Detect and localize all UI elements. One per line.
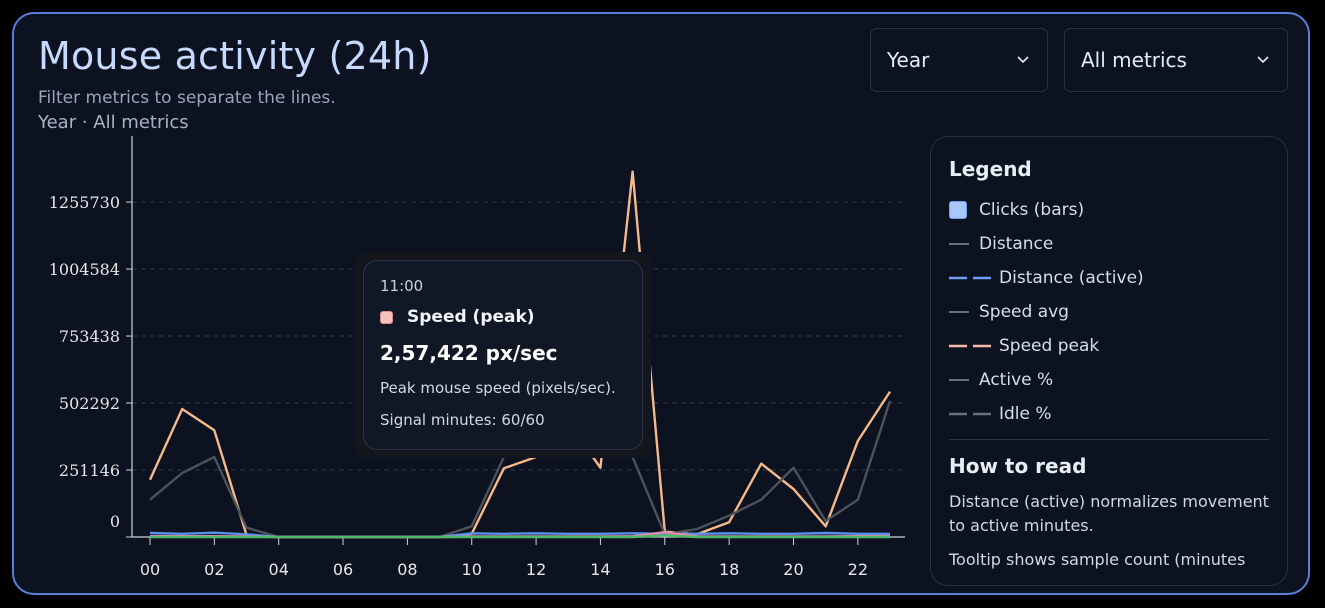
legend-item-clicks[interactable]: Clicks (bars) (949, 193, 1269, 227)
x-tick-label: 10 (462, 560, 482, 579)
filter-summary: Year · All metrics (38, 112, 189, 133)
legend-item-distance-active[interactable]: Distance (active) (949, 261, 1269, 295)
y-tick-label: 1004584 (49, 260, 120, 279)
x-tick-label: 00 (140, 560, 160, 579)
x-tick-label: 08 (397, 560, 417, 579)
x-tick-label: 22 (848, 560, 868, 579)
mouse-activity-card: Mouse activity (24h) Filter metrics to s… (12, 12, 1310, 595)
tooltip-value: 2,57,422 px/sec (380, 341, 558, 365)
dashed-line-icon (949, 276, 991, 280)
page-title: Mouse activity (24h) (38, 34, 432, 78)
chart-tooltip: 11:00 Speed (peak) 2,57,422 px/sec Peak … (355, 252, 651, 458)
metric-select[interactable]: All metrics (1064, 28, 1288, 92)
dashed-line-icon (949, 344, 991, 348)
legend-item-distance[interactable]: Distance (949, 227, 1269, 261)
legend-item-label: Speed avg (979, 302, 1069, 322)
y-tick-label: 502292 (59, 394, 120, 413)
legend-item-speed-avg[interactable]: Speed avg (949, 295, 1269, 329)
legend-divider (949, 439, 1269, 440)
tooltip-series-label: Speed (peak) (407, 307, 535, 327)
chevron-down-icon (1257, 56, 1269, 64)
subtitle: Filter metrics to separate the lines. (38, 88, 336, 108)
legend-item-label: Distance (979, 234, 1054, 254)
solid-line-icon (949, 243, 969, 245)
legend-item-label: Idle % (999, 404, 1052, 424)
x-tick-label: 06 (333, 560, 353, 579)
legend-title: Legend (949, 157, 1032, 181)
solid-line-icon (949, 311, 969, 313)
tooltip-signal: Signal minutes: 60/60 (380, 411, 545, 429)
chevron-down-icon (1017, 56, 1029, 64)
x-tick-label: 16 (655, 560, 675, 579)
y-tick-label: 753438 (59, 327, 120, 346)
series-line-active-[interactable] (150, 534, 890, 539)
legend-item-speed-peak[interactable]: Speed peak (949, 329, 1269, 363)
legend-item-idle-pct[interactable]: Idle % (949, 397, 1269, 431)
how-to-read-text: Distance (active) normalizes movement to… (949, 492, 1269, 535)
how-to-read-text: Tooltip shows sample count (minutes (949, 550, 1246, 569)
tooltip-series: Speed (peak) (380, 307, 626, 327)
square-swatch-icon (949, 201, 967, 219)
legend-item-label: Clicks (bars) (979, 200, 1085, 220)
y-tick-label: 251146 (59, 461, 120, 480)
x-tick-label: 12 (526, 560, 546, 579)
x-tick-label: 04 (269, 560, 289, 579)
how-to-read-title: How to read (949, 454, 1087, 478)
mouse-activity-chart: 0 251146 502292 753438 1004584 1255730 00 02 04… (49, 136, 905, 579)
x-tick-label: 02 (204, 560, 224, 579)
x-tick-label: 18 (719, 560, 739, 579)
y-tick-label: 1255730 (49, 193, 120, 212)
solid-line-icon (949, 379, 969, 381)
x-tick-label: 20 (783, 560, 803, 579)
x-tick-label: 14 (590, 560, 610, 579)
y-tick-label: 0 (110, 512, 120, 531)
period-select[interactable]: Year (870, 28, 1048, 92)
tooltip-time: 11:00 (380, 277, 424, 295)
legend-item-active-pct[interactable]: Active % (949, 363, 1269, 397)
metric-select-value: All metrics (1081, 48, 1187, 72)
legend-item-label: Distance (active) (999, 268, 1144, 288)
legend-panel: Legend Clicks (bars) Distance Distance (… (930, 136, 1288, 586)
legend-item-label: Active % (979, 370, 1054, 390)
legend-item-label: Speed peak (999, 336, 1100, 356)
speed-peak-swatch (380, 310, 393, 324)
period-select-value: Year (887, 48, 930, 72)
tooltip-description: Peak mouse speed (pixels/sec). (380, 379, 616, 397)
dashed-line-icon (949, 412, 991, 416)
